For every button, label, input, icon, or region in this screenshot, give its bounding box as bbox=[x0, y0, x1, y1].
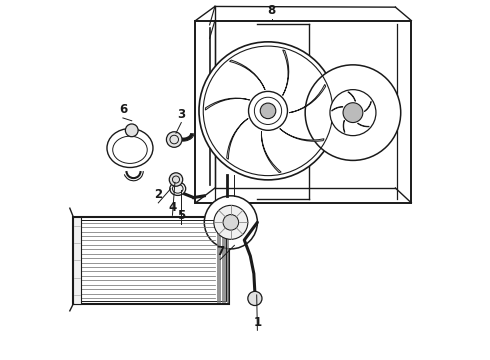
Text: 1: 1 bbox=[253, 315, 262, 329]
Bar bbox=[74, 217, 229, 304]
Circle shape bbox=[214, 205, 248, 239]
Circle shape bbox=[305, 65, 401, 161]
Text: 7: 7 bbox=[216, 245, 224, 258]
Polygon shape bbox=[280, 129, 324, 141]
Polygon shape bbox=[205, 98, 250, 110]
Polygon shape bbox=[227, 118, 248, 159]
Polygon shape bbox=[229, 60, 265, 90]
Polygon shape bbox=[343, 120, 345, 132]
Polygon shape bbox=[283, 50, 289, 95]
Bar bbox=[196, 21, 411, 203]
Polygon shape bbox=[348, 92, 356, 101]
Polygon shape bbox=[365, 102, 371, 112]
Polygon shape bbox=[332, 107, 343, 111]
Bar bbox=[77, 220, 225, 301]
Bar bbox=[74, 217, 81, 304]
Polygon shape bbox=[358, 123, 369, 127]
Circle shape bbox=[169, 173, 183, 186]
Text: 5: 5 bbox=[177, 210, 185, 222]
Circle shape bbox=[343, 103, 363, 122]
Ellipse shape bbox=[170, 182, 186, 195]
Circle shape bbox=[248, 91, 288, 130]
Polygon shape bbox=[289, 84, 326, 113]
Text: 2: 2 bbox=[154, 188, 162, 201]
Circle shape bbox=[204, 196, 257, 249]
Polygon shape bbox=[262, 131, 281, 172]
Text: 3: 3 bbox=[177, 108, 185, 121]
Circle shape bbox=[248, 291, 262, 306]
Text: 6: 6 bbox=[119, 103, 127, 116]
Text: 8: 8 bbox=[268, 4, 276, 17]
Circle shape bbox=[330, 90, 376, 136]
Circle shape bbox=[223, 215, 239, 230]
Circle shape bbox=[199, 42, 337, 180]
Circle shape bbox=[167, 132, 182, 147]
Circle shape bbox=[125, 124, 138, 137]
Ellipse shape bbox=[107, 129, 153, 167]
Circle shape bbox=[260, 103, 276, 119]
Text: 4: 4 bbox=[169, 201, 176, 213]
